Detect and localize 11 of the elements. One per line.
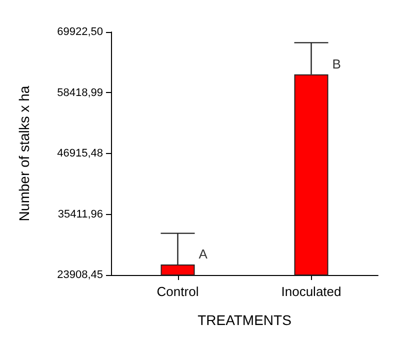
- x-axis-title: TREATMENTS: [198, 312, 292, 328]
- y-tick-label: 69922,50: [57, 26, 103, 38]
- x-tick-label: Control: [156, 284, 199, 299]
- y-tick-label: 35411,96: [58, 208, 103, 220]
- annotation: A: [198, 246, 208, 262]
- y-tick-label: 23908,45: [57, 269, 103, 281]
- y-tick-label: 58418,99: [57, 86, 103, 99]
- x-tick-label: Inoculated: [281, 284, 342, 299]
- y-tick-label: 46915,48: [57, 148, 103, 160]
- annotation: B: [332, 56, 341, 72]
- y-axis-title: Number of stalks x ha: [16, 86, 32, 222]
